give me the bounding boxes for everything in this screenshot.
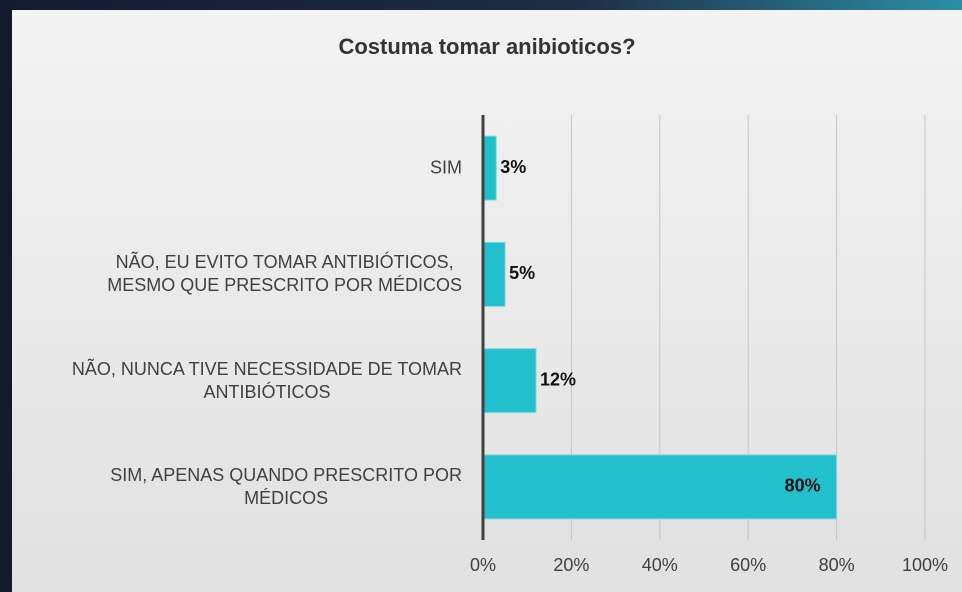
chart-title: Costuma tomar anibioticos?	[338, 34, 635, 59]
bar	[482, 454, 838, 520]
x-tick-label: 0%	[470, 555, 496, 575]
data-label: 5%	[509, 263, 535, 283]
bar	[482, 135, 497, 201]
x-tick-label: 80%	[819, 555, 855, 575]
y-tick-label: SIM, APENAS QUANDO PRESCRITO POR MÉDICOS	[110, 464, 462, 508]
y-tick-label: NÃO, NUNCA TIVE NECESSIDADE DE TOMAR ANT…	[71, 358, 462, 402]
data-label: 3%	[500, 157, 526, 177]
y-tick-label: SIM	[429, 157, 462, 178]
x-tick-label: 60%	[730, 555, 766, 575]
y-tick-label: NÃO, EU EVITO TOMAR ANTIBIÓTICOS, MESMO …	[107, 252, 462, 296]
bar	[482, 241, 506, 307]
x-tick-label: 20%	[553, 555, 589, 575]
x-tick-label: 40%	[642, 555, 678, 575]
data-label: 12%	[540, 369, 576, 389]
data-label: 80%	[785, 476, 821, 496]
bar	[482, 348, 537, 414]
x-tick-label: 100%	[902, 555, 948, 575]
